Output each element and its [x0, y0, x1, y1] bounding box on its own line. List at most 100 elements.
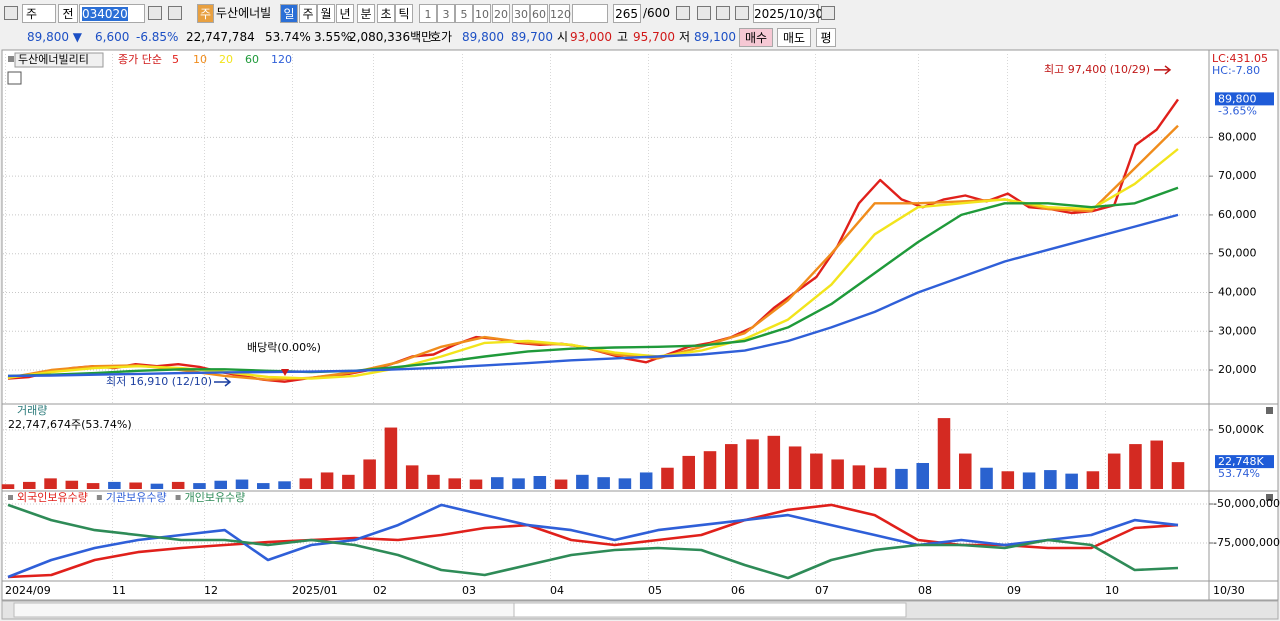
volume-bar: [44, 478, 57, 489]
volume-title: 거래량: [17, 404, 47, 417]
volume-bar: [895, 468, 908, 489]
buy-button[interactable]: 매수: [739, 28, 773, 47]
y-tick-label: 80,000: [1218, 130, 1257, 143]
high-annotation: 최고 97,400 (10/29): [1044, 63, 1150, 76]
scroll-thumb[interactable]: [513, 602, 907, 618]
y-tick-label: 50,000: [1218, 247, 1257, 260]
x-tick-label: 05: [648, 584, 662, 597]
volume-bar: [1001, 471, 1015, 489]
volume-bar: [1065, 473, 1078, 489]
volume-bar: [448, 478, 461, 489]
low-arrow: [214, 377, 232, 387]
period-button[interactable]: 월: [317, 4, 335, 23]
scope-button[interactable]: 전: [58, 4, 78, 23]
x-tick-label: 2025/01: [292, 584, 338, 597]
volume-bar: [1086, 471, 1100, 489]
volume-bar: [342, 474, 355, 489]
interval-button[interactable]: 20: [492, 4, 510, 23]
volume-bar: [937, 418, 951, 489]
calendar-icon[interactable]: [7, 71, 22, 85]
menu-icon[interactable]: [4, 6, 18, 20]
tool-icon[interactable]: [697, 6, 711, 20]
volume-bar: [150, 483, 164, 489]
interval-button[interactable]: 3: [437, 4, 455, 23]
volume-bar: [214, 480, 227, 489]
high-arrow: [1154, 65, 1172, 75]
legend-swatch: [175, 495, 181, 500]
interval-button[interactable]: 10: [473, 4, 491, 23]
period-button[interactable]: 일: [280, 4, 298, 23]
volume-bar: [1129, 444, 1142, 489]
empty-select[interactable]: [572, 4, 608, 23]
volume-bar: [980, 467, 993, 489]
low: 89,100: [694, 30, 736, 44]
period-button[interactable]: 초: [377, 4, 395, 23]
period-button[interactable]: 분: [357, 4, 375, 23]
volume-bar: [1107, 453, 1121, 489]
volume-bar: [1150, 440, 1163, 489]
x-end-label: 10/30: [1213, 584, 1245, 597]
interval-button[interactable]: 5: [455, 4, 473, 23]
volume-bar: [363, 459, 376, 489]
count-input[interactable]: 265: [613, 4, 641, 23]
x-tick-label: 2024/09: [5, 584, 51, 597]
volume-bar: [257, 483, 270, 489]
high-label: 고: [617, 30, 629, 44]
current-price-box: [1215, 92, 1274, 106]
series-line: [7, 213, 1179, 378]
x-tick-label: 03: [462, 584, 476, 597]
legend-entry: 기관보유수량: [106, 491, 167, 504]
date-input[interactable]: 2025/10/30: [753, 4, 823, 23]
volume-bar: [1171, 462, 1185, 489]
y-tick-label: 40,000: [1218, 285, 1257, 298]
sound-icon[interactable]: [168, 6, 182, 20]
x-tick-label: 04: [550, 584, 564, 597]
calendar-icon[interactable]: [821, 6, 835, 20]
turnover: 3.55%: [314, 30, 353, 44]
legend-entry: 개인보유수량: [185, 491, 246, 504]
x-tick-label: 10: [1105, 584, 1119, 597]
volume-bar: [235, 479, 249, 489]
legend-swatch: [96, 495, 102, 500]
interval-button[interactable]: 60: [530, 4, 548, 23]
volume-bar: [1044, 470, 1057, 489]
volume-bar: [108, 481, 121, 489]
interval-button[interactable]: 120: [549, 4, 571, 23]
volume-bar: [725, 444, 738, 489]
chart-title: 두산에너빌리티: [18, 53, 89, 66]
volume-bar: [86, 483, 100, 489]
current-change: -3.65%: [1218, 104, 1257, 117]
sell-button[interactable]: 매도: [777, 28, 811, 47]
panel-icon[interactable]: [1266, 407, 1273, 414]
avg-button[interactable]: 평: [816, 28, 836, 47]
code-input[interactable]: 034020: [79, 4, 145, 23]
y-tick-label: -50,000,000: [1213, 497, 1280, 510]
search-icon[interactable]: [148, 6, 162, 20]
ask: 89,800: [462, 30, 504, 44]
period-button[interactable]: 년: [336, 4, 354, 23]
tool-icon[interactable]: [676, 6, 690, 20]
y-tick-label: 70,000: [1218, 169, 1257, 182]
volume-bar: [384, 427, 398, 489]
y-tick-label: 30,000: [1218, 324, 1257, 337]
open-label: 시: [557, 30, 569, 44]
settings-icon[interactable]: [735, 6, 749, 20]
interval-button[interactable]: 30: [512, 4, 530, 23]
volume-bar: [767, 435, 781, 489]
dividend-annotation: 배당락(0.00%): [247, 341, 321, 354]
period-button[interactable]: 주: [299, 4, 317, 23]
volume-bar: [873, 467, 887, 489]
market-select[interactable]: 주: [22, 4, 56, 23]
volume-bar: [533, 476, 547, 489]
open: 93,000: [570, 30, 612, 44]
interval-button[interactable]: 1: [419, 4, 437, 23]
chart-frame: [1, 49, 1279, 601]
period-button[interactable]: 틱: [395, 4, 413, 23]
panel-icon[interactable]: [1266, 494, 1273, 501]
tool-icon[interactable]: [716, 6, 730, 20]
volume-bar: [171, 481, 185, 489]
x-tick-label: 09: [1007, 584, 1021, 597]
x-tick-label: 12: [204, 584, 218, 597]
